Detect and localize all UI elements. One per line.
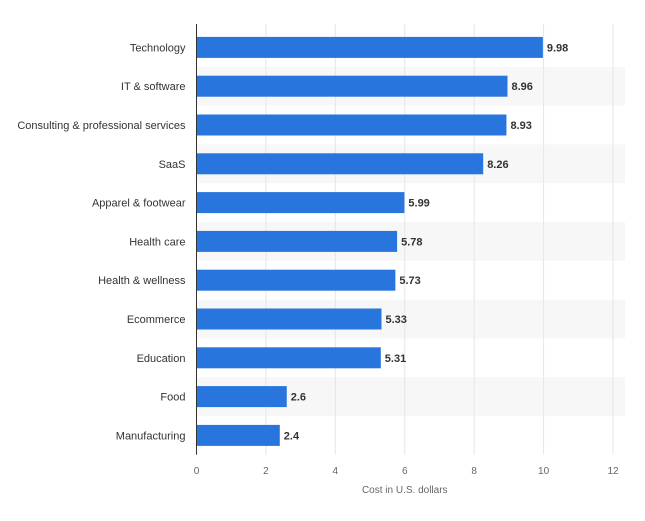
category-label: IT & software — [121, 81, 186, 93]
value-label: 5.99 — [408, 198, 429, 210]
category-label: Health & wellness — [98, 275, 186, 287]
bar — [196, 36, 543, 58]
category-label: Health care — [129, 236, 185, 248]
value-label: 5.73 — [399, 275, 420, 287]
category-label: Ecommerce — [127, 314, 186, 326]
value-label: 8.93 — [510, 120, 531, 132]
bar — [196, 114, 507, 136]
x-tick-label: 0 — [194, 466, 200, 477]
x-tick-label: 2 — [263, 466, 269, 477]
x-tick-label: 4 — [333, 466, 339, 477]
value-label: 5.31 — [385, 353, 406, 365]
value-label: 2.6 — [291, 392, 306, 404]
x-tick-labels: 0 2 4 6 8 10 12 — [194, 466, 619, 477]
category-label: Apparel & footwear — [92, 198, 186, 210]
bar — [196, 424, 280, 446]
bar — [196, 192, 405, 214]
category-label: Food — [160, 392, 185, 404]
bar — [196, 75, 508, 97]
bar-series — [196, 36, 543, 446]
x-tick-label: 10 — [538, 466, 550, 477]
category-label: SaaS — [159, 159, 186, 171]
x-axis-title: Cost in U.S. dollars — [362, 485, 448, 496]
category-label: Technology — [130, 42, 186, 54]
value-label: 8.96 — [511, 81, 532, 93]
value-label: 9.98 — [547, 42, 568, 54]
bar — [196, 230, 398, 252]
value-label: 5.78 — [401, 236, 422, 248]
x-tick-label: 8 — [471, 466, 477, 477]
x-tick-label: 6 — [402, 466, 408, 477]
category-label: Consulting & professional services — [17, 120, 186, 132]
category-label: Manufacturing — [116, 430, 186, 442]
value-labels: 9.98 8.96 8.93 8.26 5.99 5.78 5.73 5.33 5.31 2.6 2… — [284, 42, 569, 442]
x-tick-label: 12 — [607, 466, 619, 477]
value-label: 5.33 — [385, 314, 406, 326]
bar — [196, 386, 287, 408]
bar — [196, 269, 396, 291]
category-labels: Technology IT & software Consulting & prof… — [17, 42, 186, 442]
bar — [196, 347, 381, 369]
bar — [196, 153, 484, 175]
bar — [196, 308, 382, 330]
value-label: 8.26 — [487, 159, 508, 171]
value-label: 2.4 — [284, 430, 300, 442]
category-label: Education — [137, 353, 186, 365]
